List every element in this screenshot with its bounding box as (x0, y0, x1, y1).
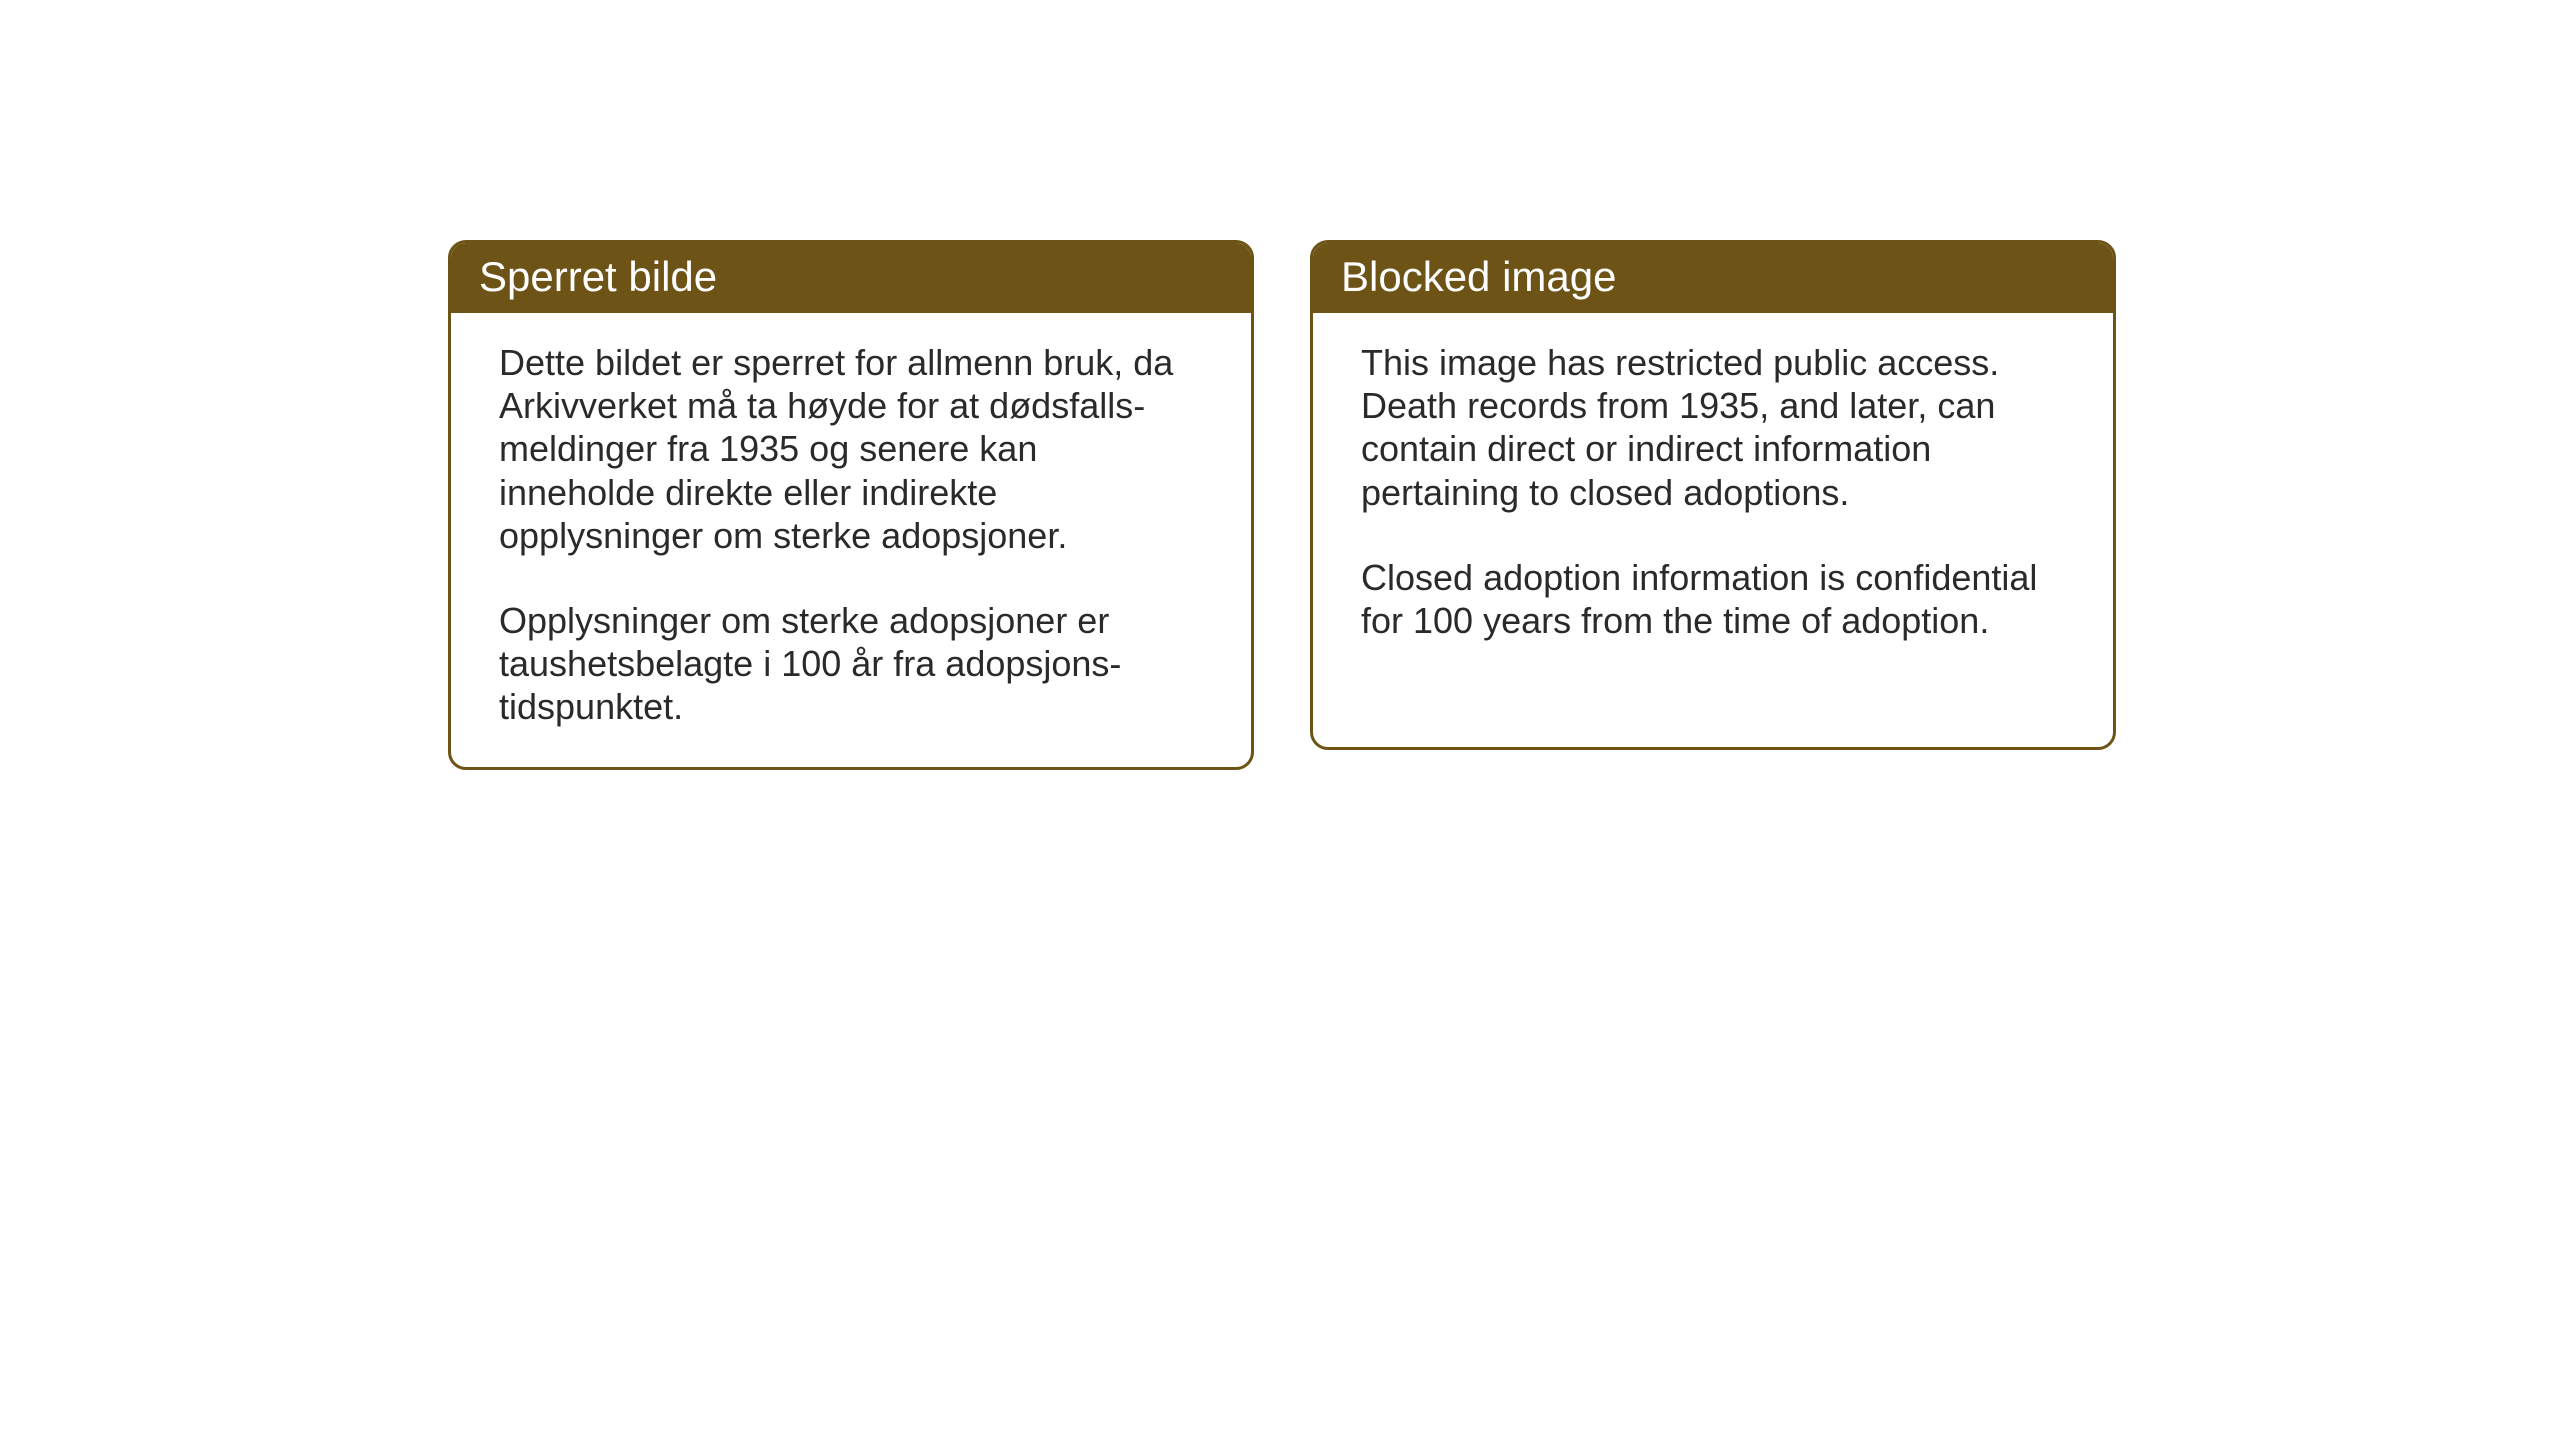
panel-norwegian-paragraph-2: Opplysninger om sterke adopsjoner er tau… (499, 599, 1203, 729)
panels-container: Sperret bilde Dette bildet er sperret fo… (448, 240, 2116, 770)
panel-norwegian-body: Dette bildet er sperret for allmenn bruk… (451, 313, 1251, 767)
panel-english-paragraph-2: Closed adoption information is confident… (1361, 556, 2065, 642)
panel-english: Blocked image This image has restricted … (1310, 240, 2116, 750)
panel-english-body: This image has restricted public access.… (1313, 313, 2113, 680)
panel-english-title: Blocked image (1313, 243, 2113, 313)
panel-norwegian-title: Sperret bilde (451, 243, 1251, 313)
panel-norwegian: Sperret bilde Dette bildet er sperret fo… (448, 240, 1254, 770)
panel-english-paragraph-1: This image has restricted public access.… (1361, 341, 2065, 514)
panel-norwegian-paragraph-1: Dette bildet er sperret for allmenn bruk… (499, 341, 1203, 557)
